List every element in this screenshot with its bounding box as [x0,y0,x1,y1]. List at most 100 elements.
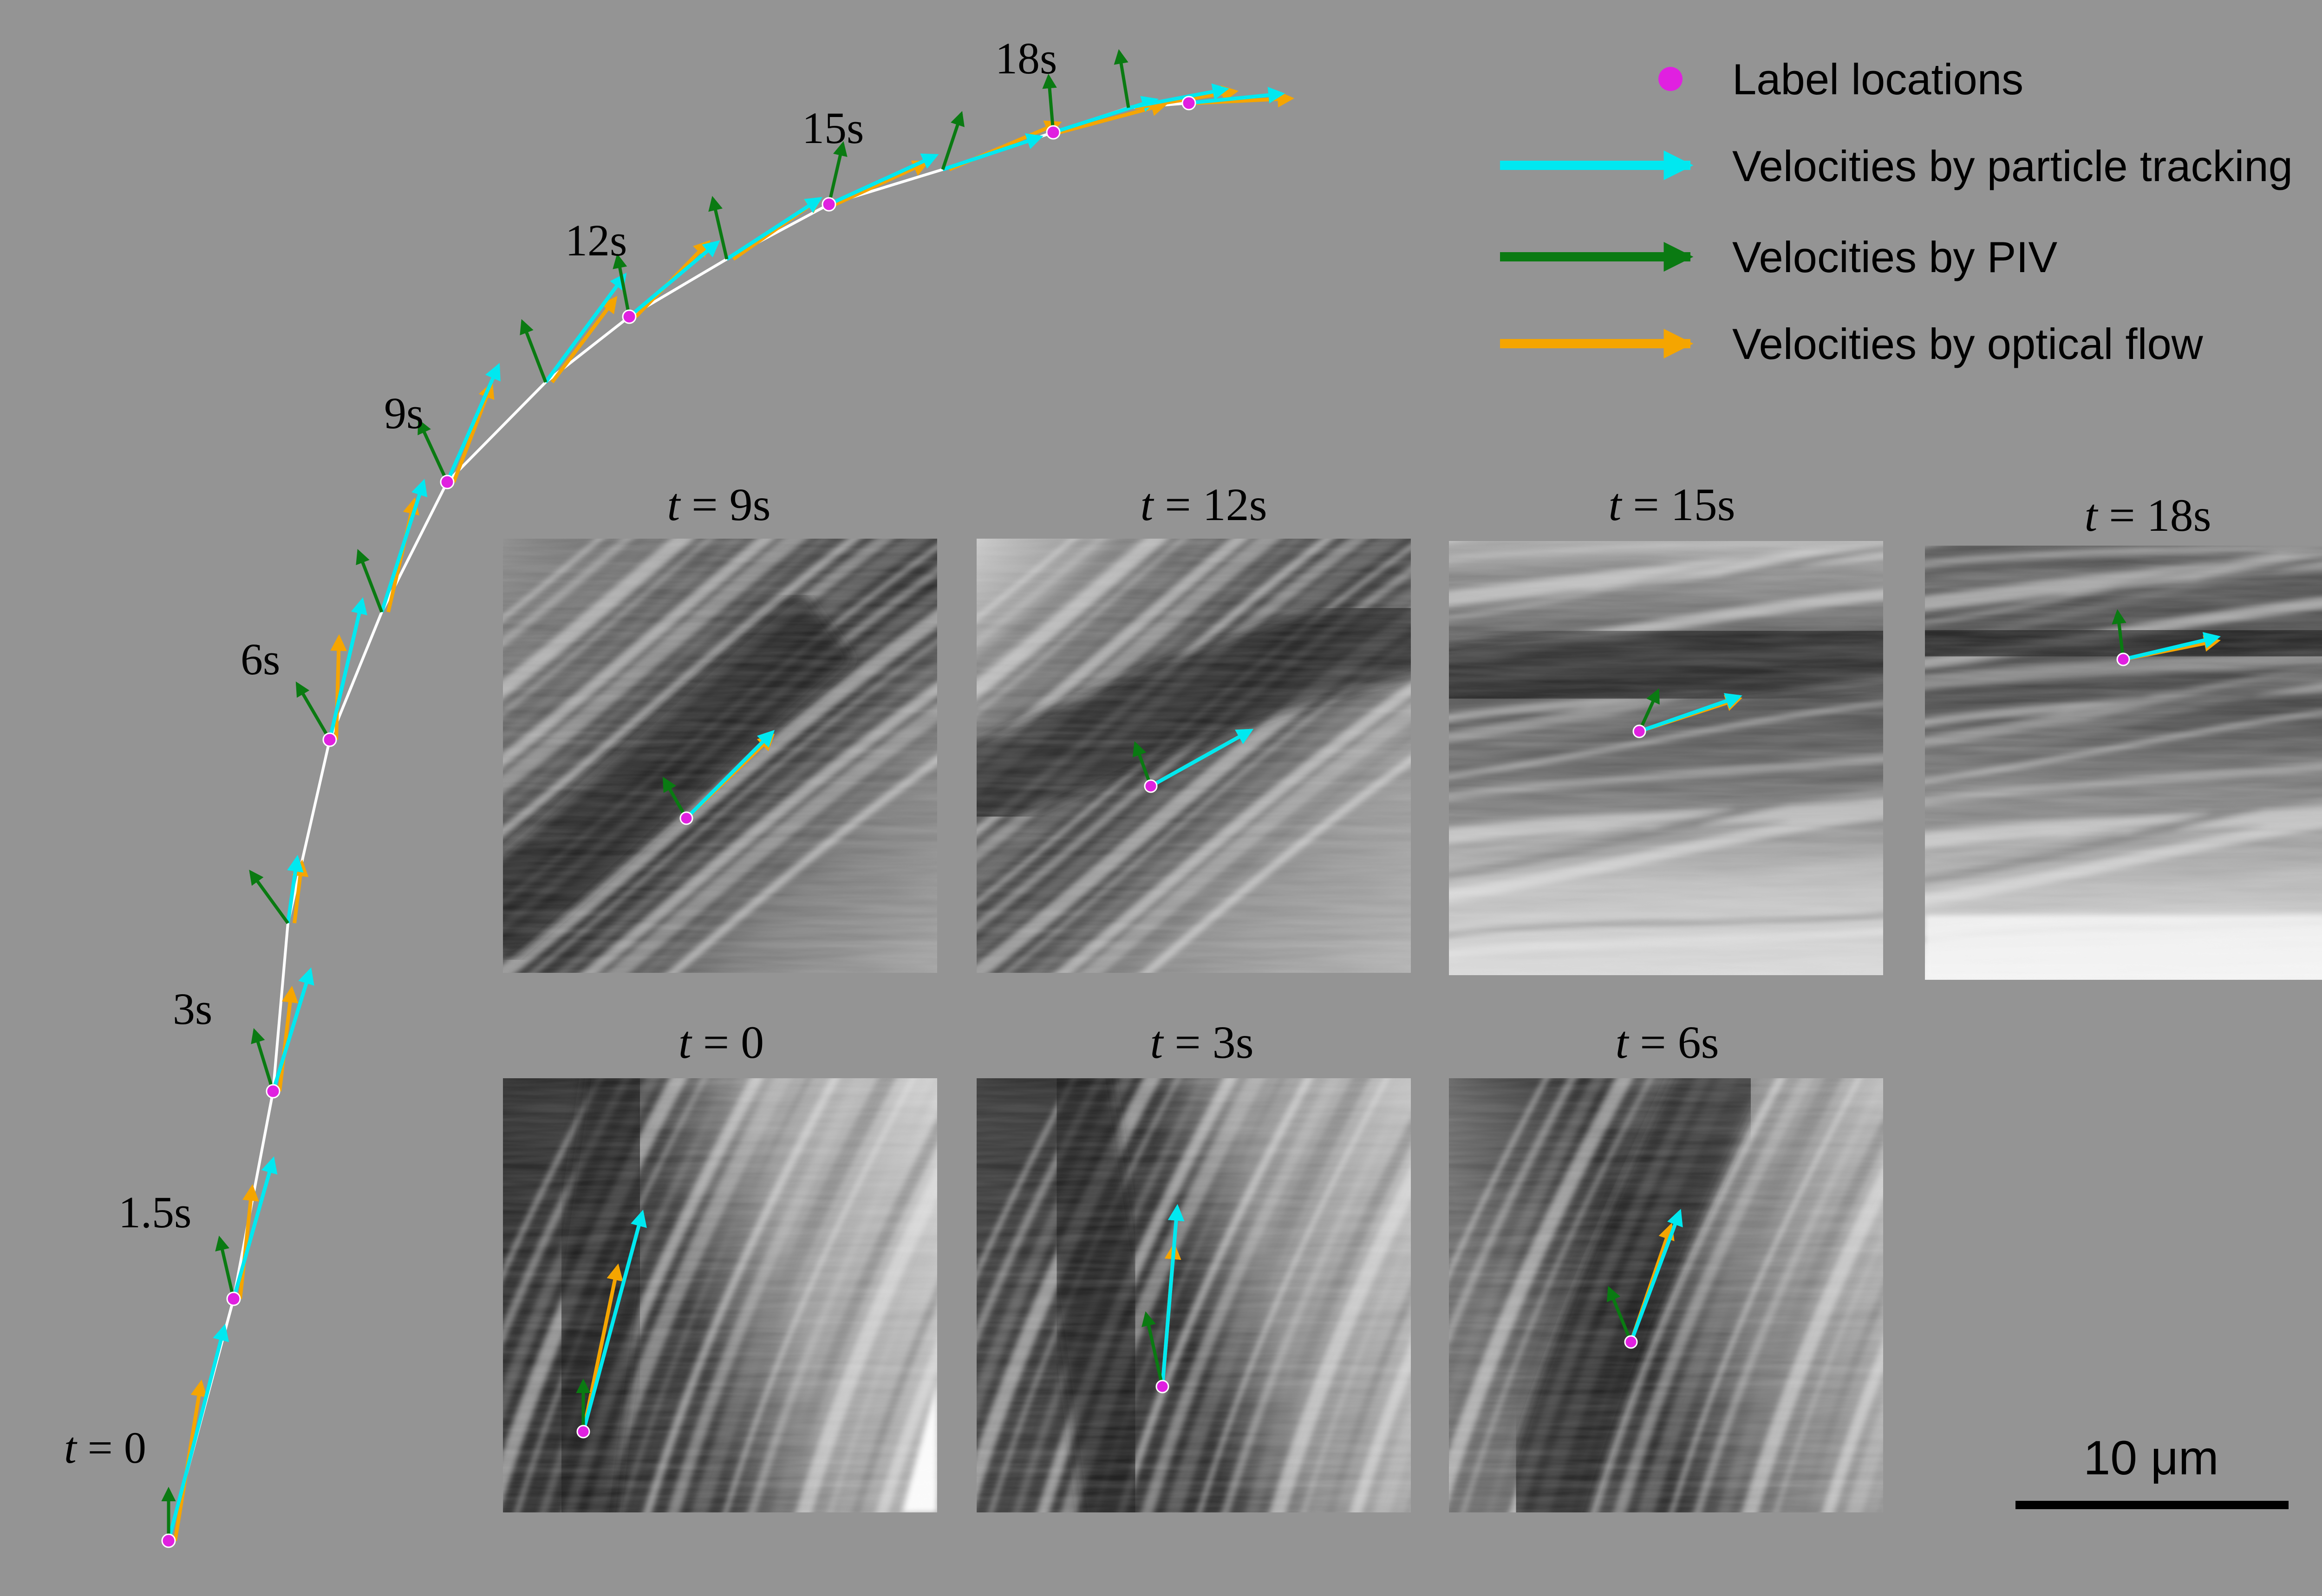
particle-tracking-vector [1629,1209,1683,1343]
scale-bar-line [2015,1501,2289,1509]
piv-vector [613,253,631,317]
label-location-dot [1155,1380,1169,1394]
legend: Label locations Velocities by particle t… [1500,55,2293,368]
trajectory-sample [161,1324,229,1548]
piv-vector [1042,73,1057,133]
panel-title: t = 15s [1608,479,1735,530]
optical-flow-vector [1059,99,1168,134]
piv-vector [215,1235,235,1299]
piv-vector [249,869,289,925]
particle-tracking-vector [328,597,367,740]
panel-title: t = 0 [678,1016,764,1068]
frame-image [977,539,1411,973]
trajectory-sample [249,854,309,925]
frame-image [977,1078,1411,1512]
panel-vectors [1606,1209,1683,1349]
trajectory-sample [520,273,627,384]
particle-tracking-vector [1638,693,1742,733]
legend-item-optical-flow: Velocities by optical flow [1500,319,2204,368]
label-location-dot [1632,724,1646,738]
trajectory-sample [417,363,501,489]
particle-tracking-vector [828,153,939,206]
frame-panel: t = 15s [1449,479,1883,975]
piv-vector [2112,609,2126,660]
optical-flow-vector [330,634,347,740]
legend-text: Velocities by optical flow [1732,319,2204,368]
trajectory-sample [708,195,823,261]
frame-image [503,539,937,973]
frame-image [503,1078,937,1512]
trajectory-sample [295,597,367,747]
optical-flow-vector [292,859,309,924]
particle-tracking-vector [685,730,775,820]
label-location-dot [622,309,637,324]
panel-vectors [1632,688,1742,738]
panel-vectors [576,1210,647,1439]
particle-tracking-vector [286,854,304,924]
particle-tracking-vector [380,479,428,613]
particle-tracking-vector [445,363,501,483]
frame-image [1449,541,1883,975]
piv-vector [1141,1311,1164,1387]
trajectory [161,49,1295,1548]
legend-text: Velocities by PIV [1732,233,2057,281]
trajectory-sample [822,141,939,212]
time-label-t0: t = 0 [64,1423,146,1472]
particle-tracking-vector [544,273,627,384]
trajectory-time-labels: t = 0 1.5s 3s 6s 9s 12s 15s 18s [64,33,1057,1472]
legend-text: Velocities by particle tracking [1732,142,2293,190]
piv-vector [708,195,729,260]
legend-item-particle-tracking: Velocities by particle tracking [1500,142,2293,190]
frame-image [1925,546,2322,980]
particle-tracking-vector [581,1210,647,1433]
piv-vector [1606,1286,1633,1343]
particle-tracking-vector [167,1324,229,1542]
frame-panel: t = 3s [977,1016,1411,1512]
trajectory-sample [941,111,1062,171]
trajectory-sample [251,967,314,1099]
label-location-dot [226,1291,241,1306]
frame-panel: t = 12s [977,479,1411,973]
legend-text: Label locations [1732,55,2023,104]
particle-tracking-vector [725,197,823,261]
label-location-dot [1624,1335,1638,1349]
piv-vector [1132,741,1153,787]
piv-vector [827,141,848,205]
frame-panels: t = 9s t = 12s t = 15s t = 18s t = 0 t = 3s t … [503,479,2322,1512]
trajectory-sample [613,240,720,324]
particle-tracking-vector [271,967,314,1092]
particle-tracking-vector [1150,729,1254,788]
particle-tracking-vector [2123,632,2221,661]
optical-flow-vector [835,160,930,206]
label-location-dot [322,732,337,747]
label-location-dot [576,1425,590,1439]
time-label-18s: 18s [995,33,1057,83]
optical-flow-vector [452,381,495,483]
particle-tracking-vector [942,133,1044,171]
panel-title: t = 6s [1615,1016,1719,1068]
label-location-dot [679,811,693,825]
piv-vector [417,419,449,483]
particle-tracking-vector [232,1156,278,1300]
trajectory-sample [215,1156,278,1306]
frame-panel: t = 6s [1449,1016,1883,1512]
panel-title: t = 18s [2084,489,2211,541]
piv-vector [1114,49,1130,108]
piv-vector [1637,688,1660,732]
time-label-15s: 15s [802,103,864,153]
label-location-dot [1046,125,1061,140]
frame-panel: t = 0 [503,1016,937,1512]
particle-tracking-vector [628,240,720,319]
panel-title: t = 12s [1140,479,1267,530]
panel-vectors [2112,609,2221,666]
trajectory-sample [1042,73,1168,140]
frame-panel: t = 9s [503,479,937,973]
panel-vectors [662,730,775,825]
piv-vector [662,776,688,819]
label-location-dot [822,197,836,212]
piv-vector [356,549,384,613]
panel-title: t = 9s [667,479,770,530]
panel-vectors [1132,729,1254,793]
scale-bar-label: 10 μm [2083,1431,2218,1485]
